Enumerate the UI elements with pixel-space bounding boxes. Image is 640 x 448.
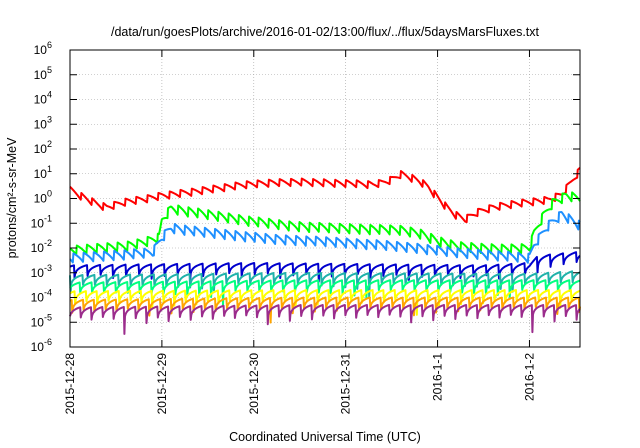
y-tick-label: 101 <box>34 164 52 181</box>
y-tick-label: 105 <box>34 65 52 82</box>
y-tick-label: 103 <box>34 114 52 131</box>
y-axis-label: protons/cm²-s-sr-MeV <box>5 137 19 259</box>
y-tick-label: 10-4 <box>31 288 52 305</box>
y-tick-label: 104 <box>34 90 52 107</box>
x-axis-label: Coordinated Universal Time (UTC) <box>229 430 421 444</box>
x-tick-label: 2015-12-31 <box>339 353 353 415</box>
series-layer <box>69 166 581 335</box>
y-tick-label: 10-1 <box>31 213 52 230</box>
x-tick-label: 2015-12-29 <box>155 353 169 415</box>
series-line-1 <box>69 166 581 224</box>
series-line-6 <box>69 279 581 307</box>
series-line-2 <box>69 191 581 256</box>
x-axis-ticks: 2015-12-28 2015-12-29 2015-12-30 2015-12-31… <box>63 50 536 414</box>
series-line-4 <box>69 251 581 283</box>
chart-title: /data/run/goesPlots/archive/2016-01-02/1… <box>111 25 540 39</box>
y-tick-label: 100 <box>34 189 52 206</box>
x-tick-label: 2016-1-2 <box>522 353 536 401</box>
x-tick-label: 2015-12-28 <box>63 353 77 415</box>
y-tick-label: 10-3 <box>31 263 52 280</box>
series-line-9 <box>69 303 581 335</box>
x-tick-label: 2016-1-1 <box>431 353 445 401</box>
y-tick-label: 10-2 <box>31 238 52 255</box>
y-tick-label: 102 <box>34 139 52 156</box>
series-line-7 <box>69 289 581 316</box>
series-line-5 <box>69 270 581 299</box>
y-axis-ticks: 10-6 10-5 10-4 10-3 10-2 10-1 100 101 102 103 104 1… <box>31 40 580 354</box>
series-line-8 <box>69 296 581 324</box>
x-tick-label: 2015-12-30 <box>247 353 261 415</box>
series-line-3 <box>69 211 581 264</box>
y-tick-label: 106 <box>34 40 52 57</box>
y-tick-label: 10-5 <box>31 312 52 329</box>
y-tick-label: 10-6 <box>31 337 52 354</box>
